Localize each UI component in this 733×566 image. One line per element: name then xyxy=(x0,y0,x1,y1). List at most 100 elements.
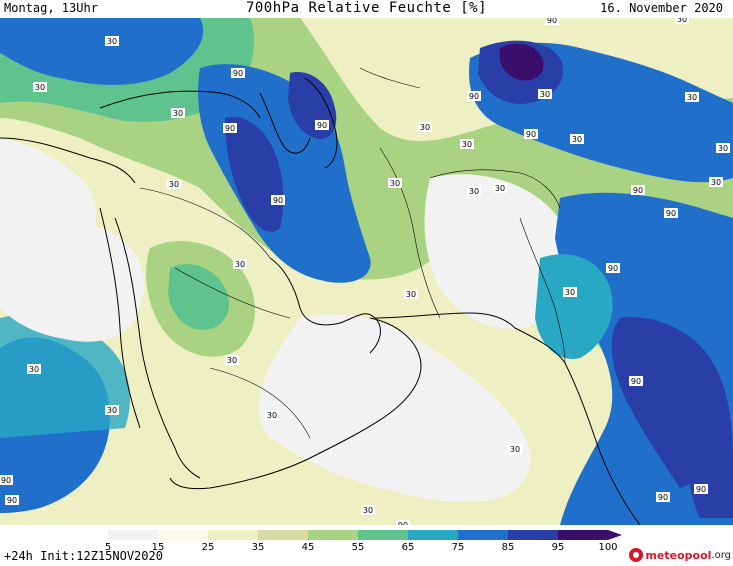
svg-text:90: 90 xyxy=(1,476,11,485)
humidity-fields xyxy=(0,18,733,525)
color-scale-tick-label: 55 xyxy=(351,542,365,553)
field-navy-bengal xyxy=(688,436,733,518)
svg-text:30: 30 xyxy=(711,178,721,187)
contour-label: 90 xyxy=(231,68,245,78)
contour-label: 30 xyxy=(467,186,481,196)
color-scale-tick-label: 75 xyxy=(451,542,465,553)
contour-label: 30 xyxy=(538,89,552,99)
color-scale-tick-label: 100 xyxy=(598,542,618,553)
meteopool-logo[interactable]: meteopool .org xyxy=(629,546,731,564)
contour-label: 90 xyxy=(664,208,678,218)
oman-coast xyxy=(169,317,422,490)
field-dry-pakistan xyxy=(424,174,570,329)
svg-text:90: 90 xyxy=(233,69,243,78)
contour-label: 30 xyxy=(570,134,584,144)
logo-name: meteopool xyxy=(645,548,712,562)
caspian-west xyxy=(259,92,311,154)
logo-tld: .org xyxy=(711,549,731,561)
contour-label: 90 xyxy=(315,120,329,130)
contour-label: 30 xyxy=(361,505,375,515)
svg-text:30: 30 xyxy=(235,260,245,269)
contour-label: 30 xyxy=(225,355,239,365)
svg-text:30: 30 xyxy=(169,180,179,189)
color-scale-bar xyxy=(108,530,608,540)
svg-text:30: 30 xyxy=(363,506,373,515)
mediterranean-coast xyxy=(0,137,136,184)
borders xyxy=(139,67,566,439)
svg-text:90: 90 xyxy=(547,18,557,25)
svg-text:90: 90 xyxy=(526,130,536,139)
contour-label: 90 xyxy=(396,520,410,525)
svg-text:30: 30 xyxy=(420,123,430,132)
contour-label: 90 xyxy=(629,376,643,386)
svg-text:30: 30 xyxy=(469,187,479,196)
svg-text:30: 30 xyxy=(35,83,45,92)
svg-text:90: 90 xyxy=(7,496,17,505)
contour-label: 90 xyxy=(223,123,237,133)
valid-day-label: Montag, 13Uhr xyxy=(4,1,98,15)
field-purple-north xyxy=(499,43,544,81)
field-dry-egypt xyxy=(0,138,97,260)
contour-label: 30 xyxy=(105,36,119,46)
svg-text:30: 30 xyxy=(173,109,183,118)
svg-text:90: 90 xyxy=(658,493,668,502)
svg-text:90: 90 xyxy=(273,196,283,205)
contour-label: 90 xyxy=(694,484,708,494)
contour-label: 90 xyxy=(271,195,285,205)
color-scale-segment xyxy=(408,530,458,540)
svg-text:30: 30 xyxy=(462,140,472,149)
contour-label: 30 xyxy=(493,183,507,193)
svg-text:90: 90 xyxy=(317,121,327,130)
red-sea-east-coast xyxy=(114,217,201,479)
contour-label: 90 xyxy=(0,475,13,485)
field-blue-northwest xyxy=(0,18,204,85)
color-scale-segment xyxy=(458,530,508,540)
svg-text:30: 30 xyxy=(565,288,575,297)
contour-label: 90 xyxy=(5,495,19,505)
svg-text:30: 30 xyxy=(227,356,237,365)
color-scale-segment xyxy=(108,530,158,540)
svg-text:30: 30 xyxy=(390,179,400,188)
color-scale-tick-label: 45 xyxy=(301,542,315,553)
contour-label: 30 xyxy=(675,18,689,24)
iran-pakistan-coast xyxy=(374,312,516,329)
svg-text:90: 90 xyxy=(398,521,408,525)
color-scale-segment xyxy=(158,530,208,540)
color-scale-segment xyxy=(208,530,258,540)
humidity-map: 30 30 30 90 90 90 90 30 30 30 30 30 30 3… xyxy=(0,18,733,525)
color-scale-segment xyxy=(558,530,608,540)
red-sea-west-coast xyxy=(99,207,141,429)
contour-label: 30 xyxy=(33,82,47,92)
field-dry-oman xyxy=(259,314,531,503)
svg-text:90: 90 xyxy=(631,377,641,386)
field-teal-central xyxy=(168,264,229,331)
field-cyan-india xyxy=(535,254,613,359)
color-scale-tick-label: 85 xyxy=(501,542,515,553)
contour-label: 30 xyxy=(685,92,699,102)
contour-label: 90 xyxy=(606,263,620,273)
svg-text:30: 30 xyxy=(29,365,39,374)
contour-label: 30 xyxy=(265,410,279,420)
svg-text:30: 30 xyxy=(572,135,582,144)
contour-label: 30 xyxy=(105,405,119,415)
svg-text:90: 90 xyxy=(666,209,676,218)
contour-label: 30 xyxy=(460,139,474,149)
logo-icon xyxy=(629,548,644,562)
svg-text:30: 30 xyxy=(406,290,416,299)
svg-text:30: 30 xyxy=(267,411,277,420)
contour-label: 30 xyxy=(418,122,432,132)
init-time-label: +24h Init:12Z15NOV2020 xyxy=(4,549,163,563)
svg-text:30: 30 xyxy=(677,18,687,24)
svg-text:30: 30 xyxy=(510,445,520,454)
caspian-east xyxy=(304,77,338,169)
contour-label: 90 xyxy=(524,129,538,139)
persian-gulf-coast xyxy=(269,257,381,354)
color-scale-tick-label: 15 xyxy=(151,542,165,553)
color-scale-tick-label: 25 xyxy=(201,542,215,553)
contour-label: 30 xyxy=(716,143,730,153)
coastlines xyxy=(0,77,641,525)
contour-label: 30 xyxy=(27,364,41,374)
india-west-coast xyxy=(514,327,641,525)
field-cyan-southwest xyxy=(0,314,130,438)
contour-label: 90 xyxy=(656,492,670,502)
